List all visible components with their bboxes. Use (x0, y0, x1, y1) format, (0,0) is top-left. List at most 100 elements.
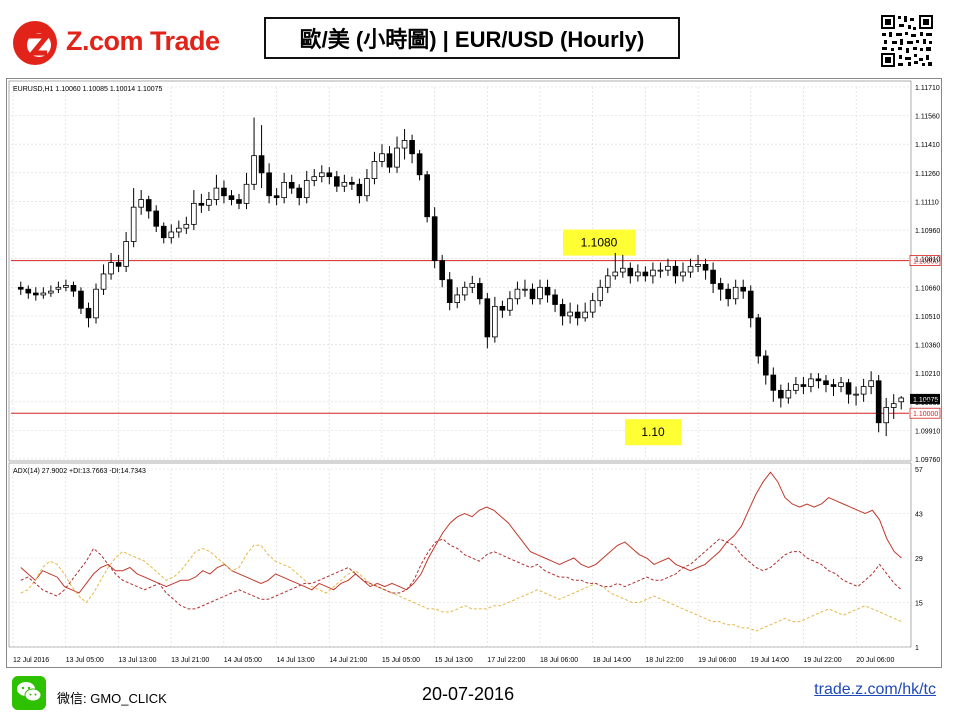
website-link[interactable]: trade.z.com/hk/tc (814, 681, 936, 698)
candle-body (251, 155, 257, 185)
candle-body (198, 202, 205, 206)
candle-body (559, 304, 566, 317)
time-tick-label: 19 Jul 06:00 (698, 657, 736, 664)
wechat-label: 微信: GMO_CLICK (57, 691, 167, 706)
candle-body (552, 294, 558, 305)
candle-body (778, 389, 784, 399)
level-price-tag (909, 407, 941, 419)
candle-body (221, 187, 227, 197)
candle-body (732, 286, 739, 300)
candle-body (574, 311, 581, 319)
candle-body (770, 374, 777, 391)
candle-body (100, 273, 107, 290)
candle-body (604, 275, 611, 288)
level-annotation-box (625, 419, 681, 446)
candle-body (145, 199, 152, 212)
level-annotation-label: 1.1080 (581, 236, 618, 250)
adx-tick-label: 57 (915, 467, 923, 474)
candle-body (25, 288, 32, 294)
candle-body (815, 378, 822, 382)
time-tick-label: 19 Jul 22:00 (804, 657, 842, 664)
candle-body (439, 260, 445, 281)
price-tick-label: 1.10360 (915, 343, 940, 350)
candle-body (175, 227, 182, 233)
candle-body (537, 286, 543, 300)
candle-body (484, 298, 491, 338)
adx-tick-label: 29 (915, 556, 923, 563)
candle-body (288, 181, 295, 189)
level-annotation-label: 1.10 (641, 425, 665, 439)
candle-body (123, 241, 129, 267)
candle-body (717, 283, 724, 290)
candle-body (40, 292, 47, 296)
candle-body (63, 284, 69, 288)
candle-body (808, 378, 814, 387)
level-price-label: 1.10000 (913, 411, 938, 418)
candle-body (680, 271, 686, 277)
candle-body (191, 202, 197, 225)
candle-body (740, 286, 747, 292)
candle-body (168, 231, 175, 239)
candle-body (48, 290, 54, 294)
candle-body (33, 292, 39, 296)
price-pane-frame (8, 80, 912, 462)
candle-body (642, 271, 649, 277)
time-tick-label: 17 Jul 22:00 (487, 657, 525, 664)
candle-body (785, 389, 792, 399)
adx-series-line (20, 471, 902, 594)
candle-body (85, 307, 92, 319)
candle-body (868, 380, 874, 387)
level-price-tag (909, 255, 941, 267)
adx-tick-label: 1 (915, 645, 919, 652)
page-title: 歐/美 (小時圖) | EUR/USD (Hourly) (264, 17, 680, 59)
adx-tick-label: 43 (915, 512, 923, 519)
time-tick-label: 20 Jul 06:00 (856, 657, 894, 664)
candle-body (695, 264, 701, 267)
candle-body (567, 311, 573, 317)
candle-body (303, 180, 310, 199)
candle-body (883, 407, 889, 424)
price-tick-label: 1.10960 (915, 228, 940, 235)
time-tick-label: 12 Jul 2016 (13, 657, 49, 664)
candle-body (130, 206, 137, 242)
candle-body (860, 386, 867, 395)
candle-body (838, 382, 844, 387)
candle-body (401, 140, 408, 149)
candle-body (687, 265, 694, 273)
adx-tick-label: 15 (915, 601, 923, 608)
candle-body (228, 195, 235, 200)
candle-body (492, 305, 498, 338)
candle-body (514, 288, 521, 300)
price-tick-label: 1.11110 (915, 199, 939, 206)
candle-body (747, 290, 754, 319)
candle-body (273, 195, 280, 199)
candle-body (469, 283, 476, 288)
price-header: EURUSD,H1 1.10060 1.10085 1.10014 1.1007… (13, 86, 163, 93)
candle-body (665, 265, 671, 271)
candle-body (446, 279, 453, 303)
candle-body (597, 286, 604, 302)
report-date: 20-07-2016 (422, 684, 515, 704)
candle-body (409, 140, 415, 155)
time-tick-label: 18 Jul 14:00 (593, 657, 631, 664)
candle-body (371, 161, 378, 179)
price-tick-label: 1.11560 (915, 114, 940, 121)
candle-body (890, 403, 897, 408)
candle-body (755, 317, 762, 357)
candle-body (356, 183, 363, 197)
candle-body (522, 288, 528, 291)
candle-body (17, 286, 24, 290)
z-logo-icon (13, 21, 57, 65)
time-tick-label: 19 Jul 14:00 (751, 657, 789, 664)
candle-body (762, 355, 769, 376)
price-tick-label: 1.09910 (915, 428, 940, 435)
candle-body (93, 288, 99, 319)
candle-body (830, 384, 837, 387)
price-tick-label: 1.10660 (915, 285, 940, 292)
current-price-label: 1.10075 (913, 397, 938, 404)
candle-body (213, 187, 220, 200)
candle-body (499, 305, 506, 311)
price-tick-label: 1.10060 (915, 400, 940, 407)
price-tick-label: 1.11410 (915, 142, 940, 149)
candle-body (153, 210, 160, 227)
